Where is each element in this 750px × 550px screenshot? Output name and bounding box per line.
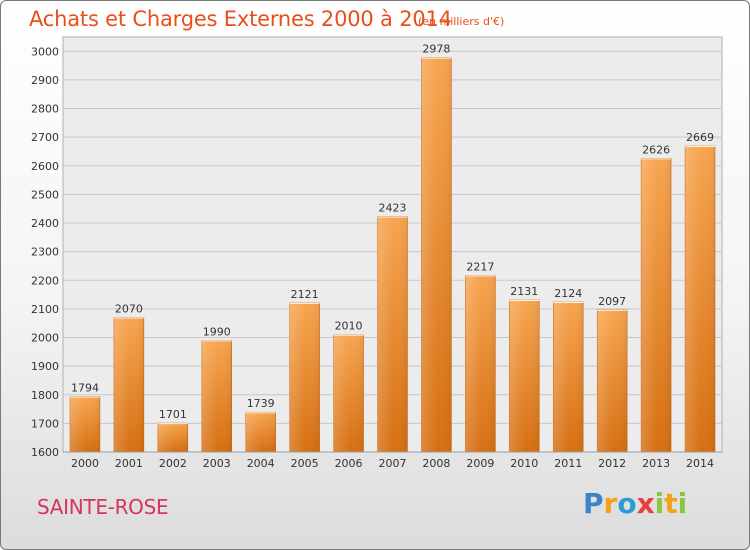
bar-shine <box>553 302 584 452</box>
y-tick-label: 2800 <box>31 103 59 116</box>
bar-shine <box>509 300 540 452</box>
bar-shine <box>465 275 496 452</box>
y-tick-label: 1800 <box>31 389 59 402</box>
chart-title: Achats et Charges Externes 2000 à 2014 <box>29 7 452 31</box>
y-tick-label: 2600 <box>31 160 59 173</box>
y-tick-label: 1700 <box>31 417 59 430</box>
x-tick-label-2003: 2003 <box>203 457 231 470</box>
x-tick-label-2011: 2011 <box>554 457 582 470</box>
chart-unit: (en milliers d'€) <box>418 15 505 28</box>
y-tick-label: 2900 <box>31 74 59 87</box>
y-tick-label: 2400 <box>31 217 59 230</box>
x-tick-label-2012: 2012 <box>598 457 626 470</box>
x-tick-label-2009: 2009 <box>466 457 494 470</box>
bar-shine <box>597 309 628 452</box>
data-label-2004: 1739 <box>247 397 275 410</box>
data-label-2009: 2217 <box>466 260 494 273</box>
data-label-2007: 2423 <box>379 201 407 214</box>
data-label-2002: 1701 <box>159 408 187 421</box>
data-label-2008: 2978 <box>422 43 450 56</box>
y-tick-label: 1600 <box>31 446 59 459</box>
x-tick-label-2000: 2000 <box>71 457 99 470</box>
y-tick-label: 2700 <box>31 131 59 144</box>
bar-shine <box>289 302 320 452</box>
y-tick-label: 2200 <box>31 274 59 287</box>
data-label-2013: 2626 <box>642 143 670 156</box>
data-label-2014: 2669 <box>686 131 714 144</box>
x-tick-label-2007: 2007 <box>379 457 407 470</box>
x-tick-label-2002: 2002 <box>159 457 187 470</box>
bar-shine <box>245 412 276 452</box>
x-tick-label-2005: 2005 <box>291 457 319 470</box>
commune-name: SAINTE-ROSE <box>37 495 169 519</box>
y-tick-label: 3000 <box>31 45 59 58</box>
data-label-2010: 2131 <box>510 285 538 298</box>
proxiti-logo: Proxiti <box>583 487 688 520</box>
bar-shine <box>421 57 452 452</box>
y-tick-label: 2500 <box>31 188 59 201</box>
bar-shine <box>685 146 715 452</box>
bar-shine <box>157 423 188 452</box>
y-tick-label: 1900 <box>31 360 59 373</box>
data-label-2003: 1990 <box>203 325 231 338</box>
y-tick-label: 2100 <box>31 303 59 316</box>
x-tick-label-2006: 2006 <box>335 457 363 470</box>
data-label-2005: 2121 <box>291 288 319 301</box>
y-tick-label: 2000 <box>31 332 59 345</box>
x-tick-label-2001: 2001 <box>115 457 143 470</box>
x-tick-label-2013: 2013 <box>642 457 670 470</box>
bar-shine <box>333 334 364 452</box>
bar-shine <box>377 216 408 452</box>
y-tick-label: 2300 <box>31 246 59 259</box>
bar-shine <box>113 317 144 452</box>
x-tick-label-2004: 2004 <box>247 457 275 470</box>
data-label-2001: 2070 <box>115 302 143 315</box>
bar-shine <box>201 340 232 452</box>
x-tick-label-2008: 2008 <box>422 457 450 470</box>
x-tick-label-2010: 2010 <box>510 457 538 470</box>
x-tick-label-2014: 2014 <box>686 457 714 470</box>
data-label-2000: 1794 <box>71 381 99 394</box>
bar-shine <box>641 158 672 452</box>
data-label-2011: 2124 <box>554 287 582 300</box>
data-label-2006: 2010 <box>335 320 363 333</box>
bar-shine <box>70 396 100 452</box>
data-label-2012: 2097 <box>598 295 626 308</box>
